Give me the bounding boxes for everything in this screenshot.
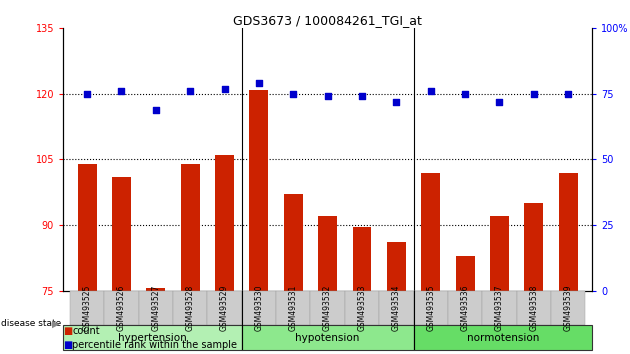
Bar — [284, 194, 302, 291]
Text: GSM493535: GSM493535 — [426, 285, 435, 331]
Text: percentile rank within the sample: percentile rank within the sample — [72, 341, 238, 350]
Text: GSM493526: GSM493526 — [117, 285, 126, 331]
FancyBboxPatch shape — [517, 291, 551, 325]
Text: hypertension: hypertension — [118, 333, 186, 343]
Text: ■: ■ — [63, 341, 72, 350]
Point — [426, 88, 436, 94]
Point — [563, 91, 573, 97]
FancyBboxPatch shape — [413, 291, 448, 325]
Title: GDS3673 / 100084261_TGI_at: GDS3673 / 100084261_TGI_at — [233, 14, 422, 27]
Point — [495, 99, 505, 104]
Point — [288, 91, 298, 97]
FancyBboxPatch shape — [413, 325, 592, 350]
FancyBboxPatch shape — [345, 291, 379, 325]
Bar — [524, 203, 543, 291]
FancyBboxPatch shape — [70, 291, 104, 325]
Point — [82, 91, 92, 97]
FancyBboxPatch shape — [379, 291, 413, 325]
Point — [151, 107, 161, 113]
Bar — [215, 155, 234, 291]
FancyBboxPatch shape — [139, 291, 173, 325]
Bar — [455, 256, 474, 291]
Text: GSM493538: GSM493538 — [529, 285, 538, 331]
Text: GSM493531: GSM493531 — [289, 285, 298, 331]
Text: ▶: ▶ — [52, 319, 59, 329]
Bar — [387, 242, 406, 291]
Bar — [490, 216, 509, 291]
FancyBboxPatch shape — [482, 291, 517, 325]
FancyBboxPatch shape — [173, 291, 207, 325]
Text: GSM493534: GSM493534 — [392, 285, 401, 331]
Text: ■: ■ — [63, 326, 72, 336]
Text: count: count — [72, 326, 100, 336]
FancyBboxPatch shape — [63, 325, 242, 350]
Bar — [318, 216, 337, 291]
Point — [219, 86, 229, 91]
Bar — [559, 172, 578, 291]
FancyBboxPatch shape — [311, 291, 345, 325]
FancyBboxPatch shape — [242, 291, 276, 325]
Bar — [146, 289, 165, 291]
Point — [323, 94, 333, 99]
Point — [185, 88, 195, 94]
Text: normotension: normotension — [467, 333, 539, 343]
FancyBboxPatch shape — [242, 325, 413, 350]
Text: hypotension: hypotension — [295, 333, 360, 343]
Bar — [249, 90, 268, 291]
FancyBboxPatch shape — [104, 291, 139, 325]
Text: GSM493529: GSM493529 — [220, 285, 229, 331]
Text: GSM493533: GSM493533 — [357, 285, 367, 331]
Text: GSM493532: GSM493532 — [323, 285, 332, 331]
Point — [254, 81, 264, 86]
Point — [391, 99, 401, 104]
FancyBboxPatch shape — [551, 291, 585, 325]
Text: GSM493537: GSM493537 — [495, 285, 504, 331]
Text: GSM493539: GSM493539 — [564, 285, 573, 331]
Point — [460, 91, 470, 97]
Text: disease state: disease state — [1, 319, 62, 329]
Bar — [77, 164, 96, 291]
Text: GSM493536: GSM493536 — [461, 285, 469, 331]
Text: GSM493530: GSM493530 — [255, 285, 263, 331]
Bar — [181, 164, 200, 291]
FancyBboxPatch shape — [448, 291, 482, 325]
Point — [357, 94, 367, 99]
Bar — [112, 177, 131, 291]
FancyBboxPatch shape — [207, 291, 242, 325]
Bar — [421, 172, 440, 291]
Text: GSM493528: GSM493528 — [186, 285, 195, 331]
FancyBboxPatch shape — [276, 291, 311, 325]
Text: GSM493525: GSM493525 — [83, 285, 91, 331]
Point — [529, 91, 539, 97]
Text: GSM493527: GSM493527 — [151, 285, 160, 331]
Point — [117, 88, 127, 94]
Bar — [353, 227, 372, 291]
